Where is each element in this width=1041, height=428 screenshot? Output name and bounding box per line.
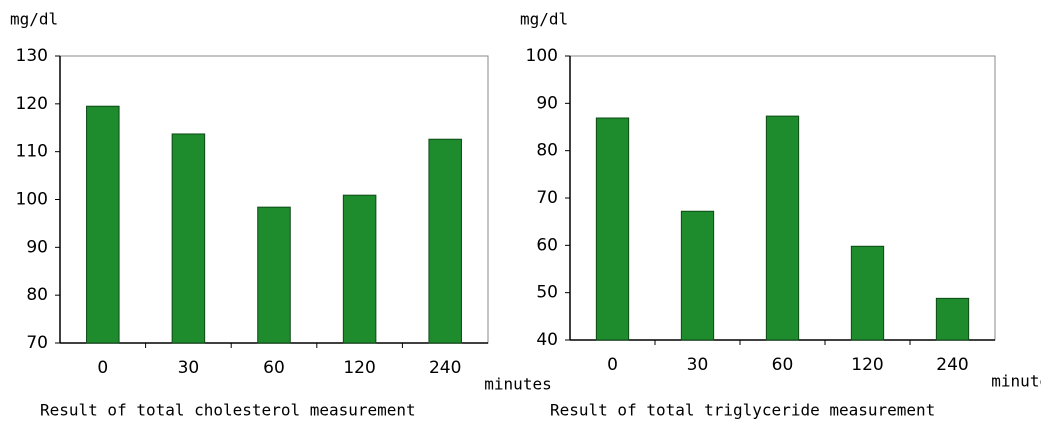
chart-title: Result of total cholesterol measurement — [40, 401, 416, 420]
y-tick-label: 60 — [536, 235, 558, 255]
bar — [595, 117, 630, 341]
x-tick-label: 240 — [936, 355, 968, 375]
x-tick-label: 0 — [97, 358, 108, 378]
x-axis-label: minutes — [484, 375, 551, 394]
x-tick-label: 30 — [178, 358, 200, 378]
x-axis-label: minutes — [991, 372, 1041, 391]
y-tick-label: 90 — [26, 237, 48, 257]
y-tick-label: 110 — [16, 142, 48, 162]
x-tick-label: 30 — [687, 355, 709, 375]
y-axis-label: mg/dl — [10, 10, 58, 29]
y-tick-label: 100 — [526, 46, 558, 66]
chart-title: Result of total triglyceride measurement — [550, 401, 935, 420]
y-tick-label: 80 — [536, 141, 558, 161]
y-tick-label: 70 — [26, 333, 48, 353]
y-tick-label: 40 — [536, 330, 558, 350]
bar — [342, 194, 377, 344]
bar — [86, 105, 120, 344]
y-tick-label: 120 — [16, 94, 48, 114]
bar — [765, 115, 800, 341]
bar — [935, 297, 970, 341]
bar — [171, 133, 206, 344]
x-tick-label: 240 — [429, 358, 461, 378]
y-tick-label: 80 — [26, 285, 48, 305]
x-tick-label: 60 — [772, 355, 794, 375]
bar — [680, 210, 715, 341]
y-tick-label: 50 — [536, 283, 558, 303]
y-tick-label: 70 — [536, 188, 558, 208]
bar — [850, 245, 885, 341]
x-tick-label: 120 — [343, 358, 375, 378]
x-tick-label: 0 — [607, 355, 618, 375]
bar — [428, 138, 462, 344]
y-tick-label: 100 — [16, 190, 48, 210]
x-tick-label: 60 — [263, 358, 285, 378]
y-tick-label: 90 — [536, 93, 558, 113]
y-tick-label: 130 — [16, 46, 48, 66]
x-tick-label: 120 — [851, 355, 883, 375]
bar — [257, 206, 291, 344]
y-axis-label: mg/dl — [520, 10, 568, 29]
